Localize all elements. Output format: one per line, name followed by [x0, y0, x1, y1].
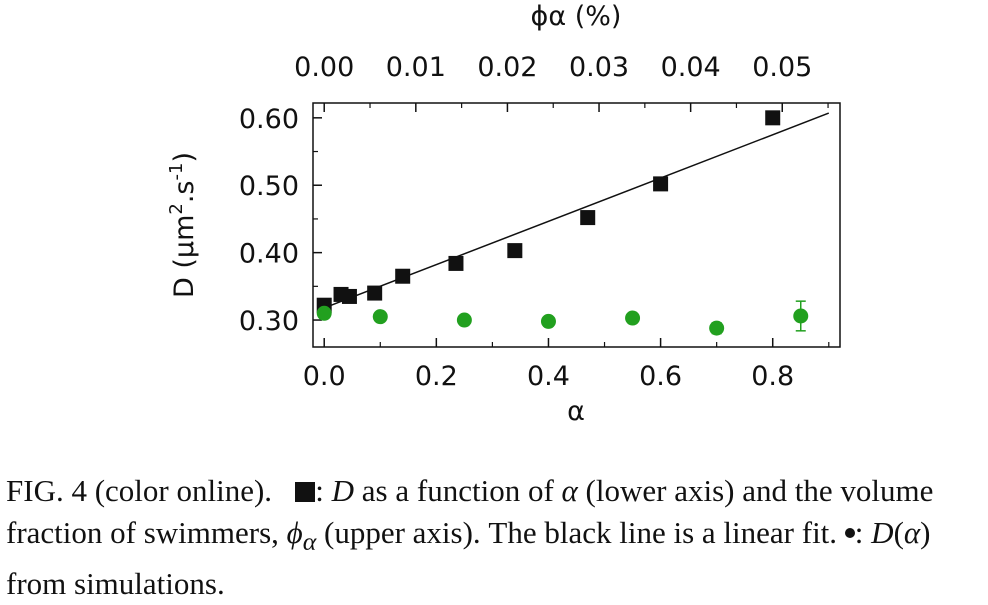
square-marker-icon — [295, 482, 316, 502]
x2-tick-label: 0.00 — [294, 52, 354, 83]
bottom-axis-title: α — [567, 396, 585, 427]
caption-symbol-d: D — [331, 473, 355, 508]
caption-text: : — [854, 515, 872, 550]
x-tick-label: 0.6 — [639, 361, 682, 392]
circle-marker — [625, 310, 641, 326]
caption-text: : — [315, 473, 332, 508]
figure-caption: FIG. 4 (color online). : D as a function… — [6, 470, 982, 605]
caption-symbol-alpha: α — [561, 473, 578, 508]
circle-marker — [316, 305, 332, 321]
dot-marker-icon — [844, 528, 855, 538]
y-axis-title-end: ) — [169, 152, 200, 163]
x2-tick-label: 0.01 — [386, 52, 446, 83]
square-marker — [367, 285, 383, 301]
y-tick-label: 0.30 — [239, 306, 299, 337]
axis-ticks: 0.30 0.40 0.50 0.60 0.0 0.2 0.4 0.6 0.8 0.00 0.01 0… — [239, 52, 830, 392]
x2-tick-label: 0.05 — [752, 52, 812, 83]
x2-tick-label: 0.02 — [477, 52, 537, 83]
square-marker — [765, 110, 781, 126]
caption-text: (lower axis) and the volume fraction of … — [6, 473, 934, 550]
square-marker — [653, 176, 669, 192]
x2-tick-label: 0.03 — [569, 52, 629, 83]
square-marker — [341, 288, 357, 304]
caption-symbol-alpha: α — [903, 515, 921, 550]
circle-marker — [372, 309, 388, 325]
y-axis-title-mid: .s — [169, 181, 200, 204]
caption-symbol-phi-sub: α — [302, 527, 317, 557]
chart: 0.30 0.40 0.50 0.60 0.0 0.2 0.4 0.6 0.8 0.00 0.01 0… — [166, 1, 841, 427]
top-axis-title: ϕα (%) — [531, 1, 622, 32]
caption-text: ) from simulations. — [6, 515, 931, 602]
square-marker — [395, 268, 411, 284]
y-tick-label: 0.40 — [239, 239, 299, 270]
x-tick-label: 0.2 — [415, 361, 458, 392]
y-tick-label: 0.50 — [239, 171, 299, 202]
x-tick-label: 0.0 — [303, 361, 346, 392]
x-tick-label: 0.4 — [527, 361, 570, 392]
y-axis-title: D (μm2.s-1) — [166, 152, 200, 298]
y-axis-title-sup2: -1 — [166, 163, 187, 181]
square-marker — [507, 243, 523, 259]
circle-marker — [540, 313, 556, 329]
plot-frame — [312, 102, 841, 348]
caption-intro: FIG. 4 (color online). — [6, 473, 296, 508]
x2-tick-label: 0.04 — [661, 52, 721, 83]
square-marker — [580, 210, 596, 226]
square-marker — [448, 255, 464, 271]
y-tick-label: 0.60 — [239, 104, 299, 135]
caption-symbol-phi: ϕ — [286, 515, 303, 550]
circle-marker — [709, 320, 725, 336]
circle-marker — [793, 308, 809, 324]
data-markers — [316, 110, 809, 336]
circle-marker — [456, 312, 472, 328]
caption-text: (upper axis). The black line is a linear… — [316, 515, 845, 550]
caption-symbol-d: D — [871, 515, 894, 550]
y-axis-title-main: D (μm — [169, 215, 200, 298]
x-tick-label: 0.8 — [751, 361, 794, 392]
y-axis-title-sup1: 2 — [166, 203, 187, 214]
caption-text: ( — [893, 515, 904, 550]
caption-text: as a function of — [354, 473, 562, 508]
